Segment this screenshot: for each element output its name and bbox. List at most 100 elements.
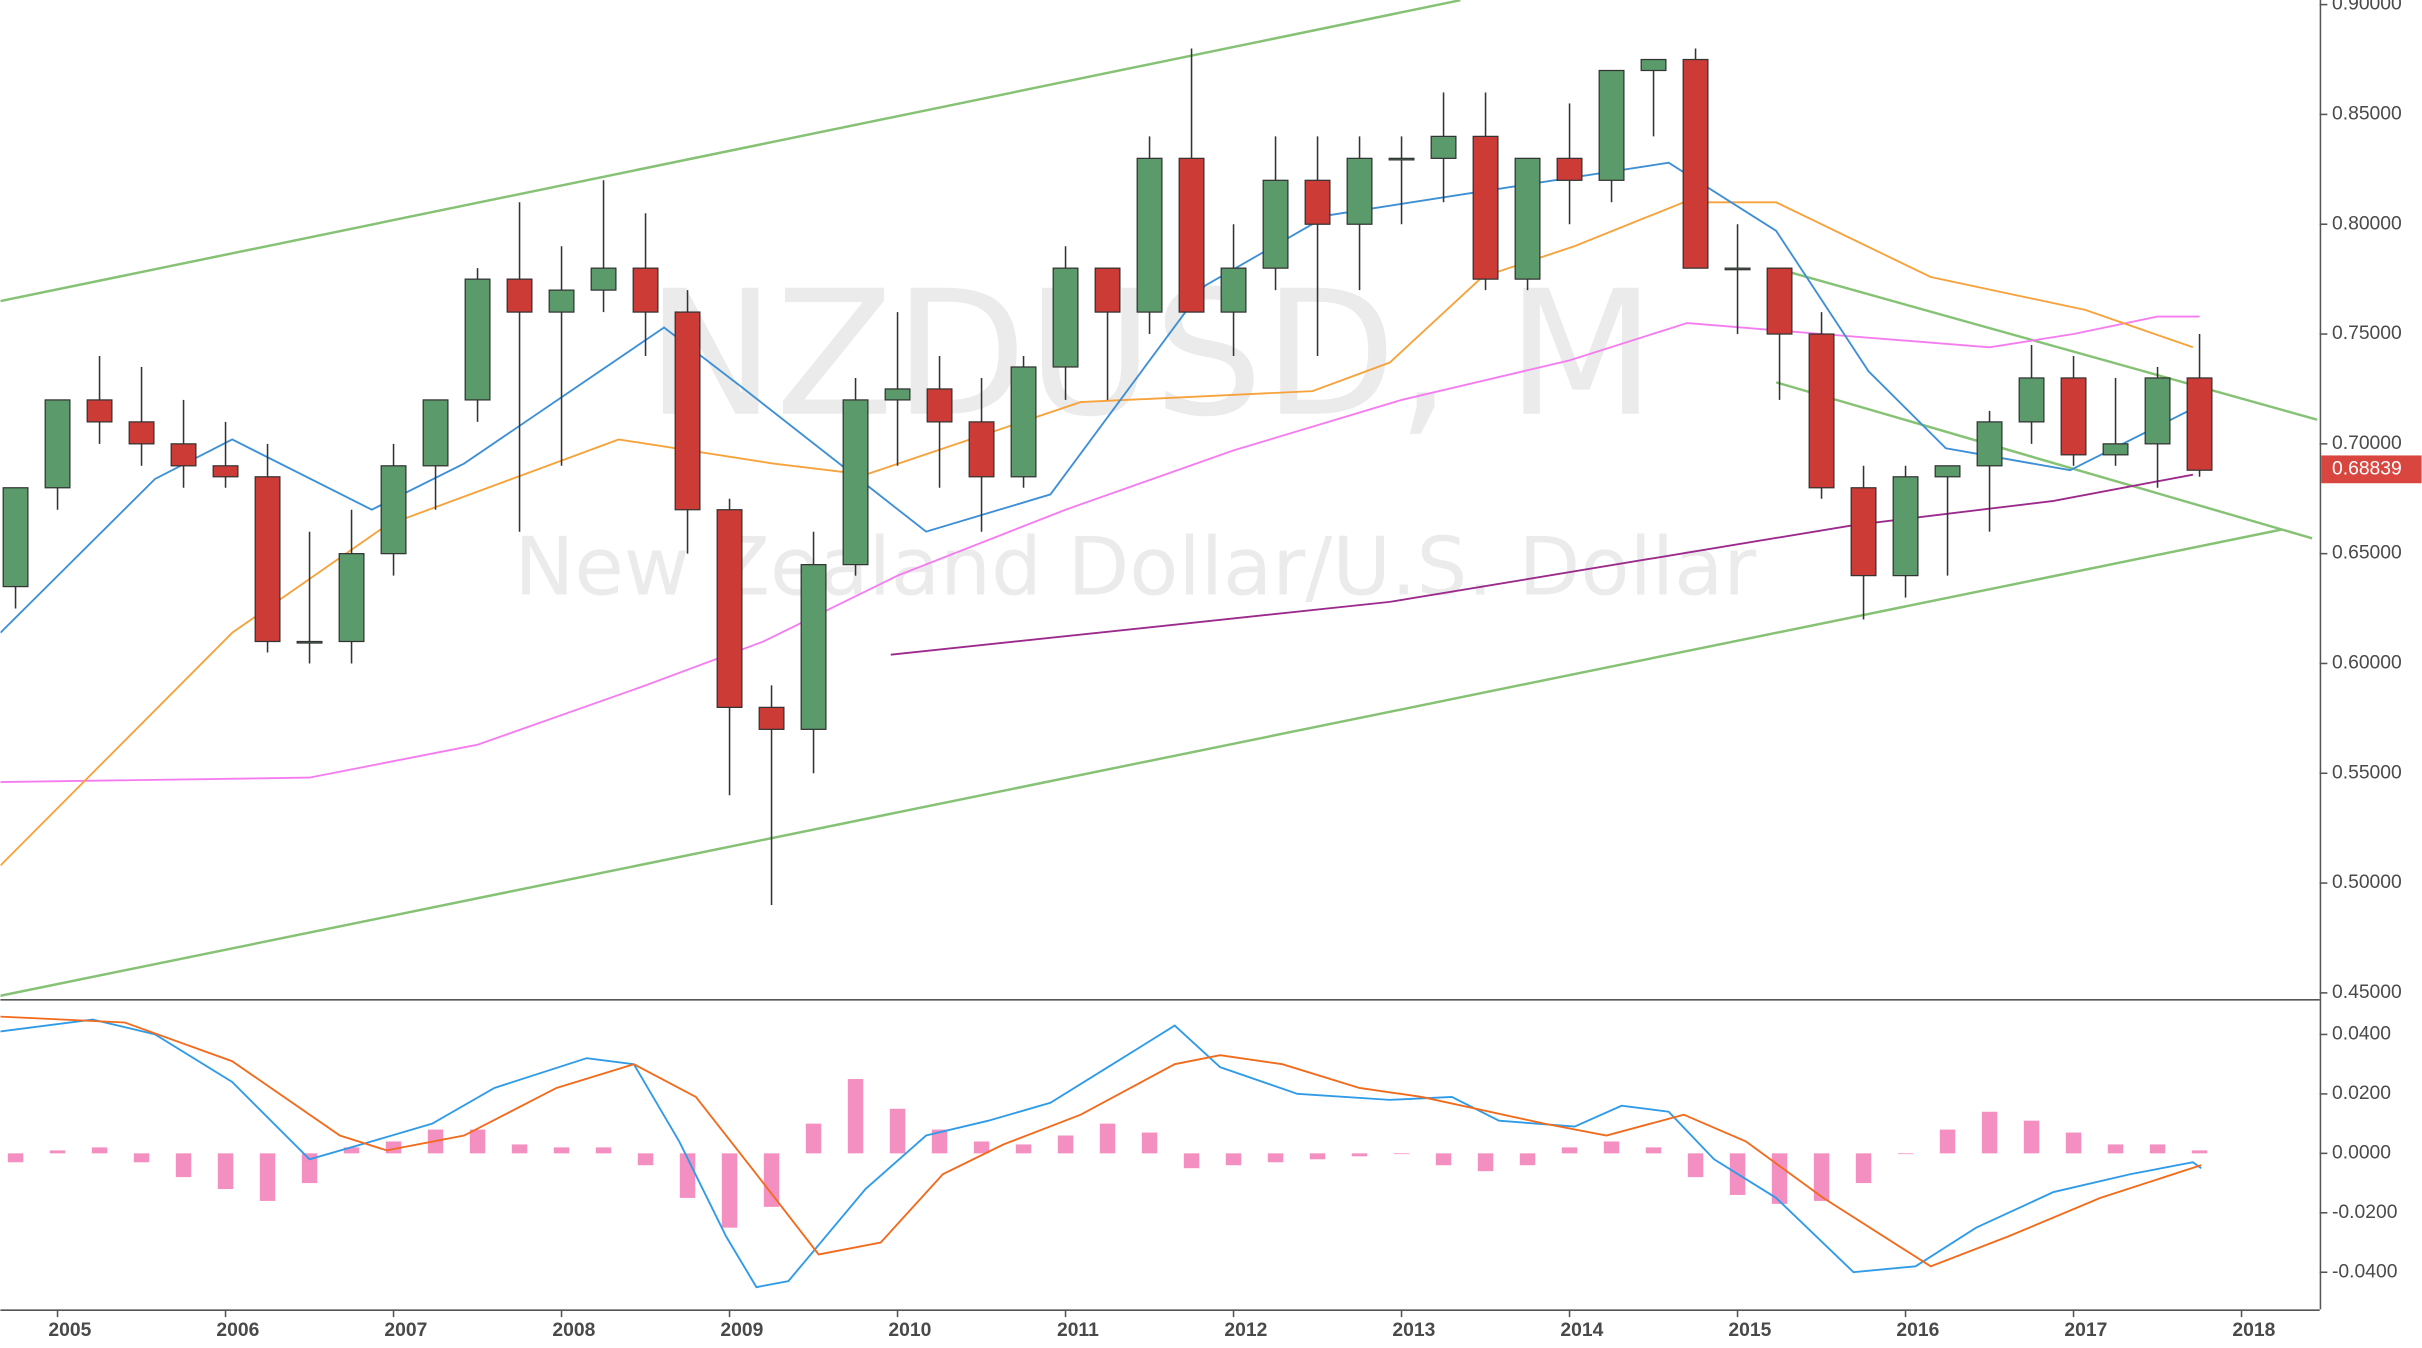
trend-line	[1782, 269, 2318, 421]
candle-body	[1052, 267, 1079, 368]
y-tick-label: -0.0200	[2332, 1202, 2397, 1223]
candle-body	[1010, 366, 1037, 478]
candle-body	[632, 267, 659, 313]
macd-line	[0, 1015, 2202, 1268]
candle-body	[1766, 267, 1793, 335]
candle-body	[1430, 135, 1457, 159]
histogram-bar	[259, 1153, 276, 1201]
trend-line	[1775, 381, 2313, 540]
histogram-bar	[1519, 1153, 1536, 1166]
histogram-bar	[91, 1147, 108, 1154]
axes: 0.45000 0.50000 0.55000 0.60000 0.65000 0.700…	[48, 0, 2422, 1341]
candle-body	[1640, 58, 1667, 72]
histogram-bar	[1099, 1123, 1116, 1154]
y-tick-label: 0.60000	[2332, 653, 2402, 674]
candle-body	[1808, 333, 1835, 489]
candle-body	[926, 388, 953, 423]
histogram-bar	[595, 1147, 612, 1154]
histogram-bar	[217, 1153, 234, 1190]
candle-body	[254, 476, 281, 643]
x-tick-label: 2017	[2064, 1320, 2107, 1341]
moving-average	[0, 161, 2194, 634]
histogram-bar	[1225, 1153, 1242, 1166]
y-tick-label: 0.75000	[2332, 323, 2402, 344]
histogram-bar	[553, 1147, 570, 1154]
histogram-bar	[469, 1129, 486, 1154]
candle-body	[758, 706, 785, 730]
candle-body	[2018, 377, 2045, 423]
y-tick-label: 0.45000	[2332, 982, 2402, 1003]
candle-body	[1346, 157, 1373, 225]
candle-body	[1850, 487, 1877, 577]
candle-body	[884, 388, 911, 401]
y-tick-label: 0.90000	[2332, 0, 2402, 15]
histogram-bar	[343, 1147, 360, 1154]
histogram-bar	[49, 1150, 66, 1154]
histogram-bar	[805, 1123, 822, 1154]
x-tick-label: 2007	[384, 1320, 427, 1341]
histogram-bar	[2107, 1144, 2124, 1154]
histogram-bar	[511, 1144, 528, 1154]
x-tick-label: 2011	[1057, 1320, 1099, 1341]
histogram-bar	[7, 1153, 24, 1163]
trend-line	[0, 528, 2283, 997]
histogram-bar	[973, 1141, 990, 1154]
histogram-bar	[1561, 1147, 1578, 1154]
candle-body	[1262, 179, 1289, 269]
histogram-bar	[1687, 1153, 1704, 1178]
histogram-bar	[931, 1129, 948, 1154]
x-tick-label: 2006	[216, 1320, 259, 1341]
candle-body	[1892, 476, 1919, 577]
candle-body	[2186, 377, 2213, 471]
histogram-bar	[1897, 1153, 1914, 1155]
candle-body	[2144, 377, 2171, 445]
histogram-bar	[1603, 1141, 1620, 1154]
histogram-bar	[1393, 1153, 1410, 1155]
histogram-bar	[1309, 1153, 1326, 1160]
candle-body	[1724, 267, 1751, 271]
histogram-bar	[133, 1153, 150, 1163]
candle-body	[128, 421, 155, 445]
histogram-bar	[1813, 1153, 1830, 1201]
y-tick-label: 0.80000	[2332, 213, 2402, 234]
candle-body	[2, 487, 29, 588]
last-price-box	[2321, 455, 2422, 484]
x-tick-label: 2005	[48, 1320, 91, 1341]
candle-body	[800, 564, 827, 730]
candle-body	[380, 465, 407, 555]
histogram-bar	[763, 1153, 780, 1207]
candle-body	[548, 289, 575, 313]
candle-body	[1976, 421, 2003, 467]
price-plot	[0, 0, 2318, 997]
candle-body	[2102, 443, 2129, 456]
candle-body	[1178, 157, 1205, 313]
histogram-bar	[1435, 1153, 1452, 1166]
histogram-bar	[2149, 1144, 2166, 1154]
candle-body	[968, 421, 995, 478]
histogram-bar	[1015, 1144, 1032, 1154]
candle-body	[422, 399, 449, 467]
candle-body	[44, 399, 71, 489]
histogram-bar	[1183, 1153, 1200, 1169]
y-tick-label: 0.55000	[2332, 762, 2402, 783]
macd-plot	[0, 1015, 2208, 1289]
histogram-bar	[1477, 1153, 1494, 1172]
candle-body	[170, 443, 197, 467]
candle-body	[1598, 69, 1625, 181]
histogram-bar	[721, 1153, 738, 1228]
y-tick-label: 0.85000	[2332, 104, 2402, 125]
candle-body	[1388, 157, 1415, 161]
x-tick-label: 2008	[552, 1320, 595, 1341]
trend-line	[0, 0, 1461, 303]
candle-body	[86, 399, 113, 423]
candle-body	[338, 553, 365, 643]
candle-body	[296, 640, 323, 644]
candle-body	[212, 465, 239, 478]
last-price-label: 0.68839	[2332, 458, 2402, 479]
histogram-bar	[1855, 1153, 1872, 1184]
y-tick-label: 0.50000	[2332, 872, 2402, 893]
histogram-bar	[2023, 1120, 2040, 1154]
x-tick-label: 2013	[1392, 1320, 1435, 1341]
histogram-bar	[1981, 1111, 1998, 1154]
